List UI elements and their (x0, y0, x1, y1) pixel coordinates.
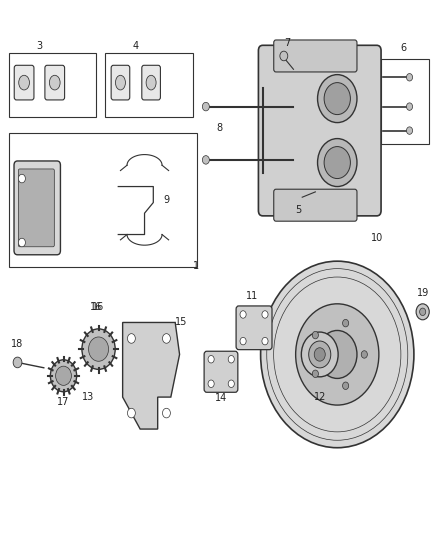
Text: 3: 3 (36, 41, 42, 51)
Circle shape (406, 103, 413, 110)
Text: 4: 4 (133, 41, 139, 51)
Circle shape (228, 356, 234, 363)
Text: 12: 12 (314, 392, 326, 402)
Circle shape (162, 408, 170, 418)
FancyBboxPatch shape (111, 66, 130, 100)
Circle shape (240, 337, 246, 345)
Circle shape (262, 337, 268, 345)
FancyBboxPatch shape (258, 45, 381, 216)
Circle shape (88, 337, 109, 361)
Ellipse shape (49, 75, 60, 90)
Circle shape (240, 311, 246, 318)
Circle shape (208, 380, 214, 387)
Text: 14: 14 (215, 393, 227, 403)
Circle shape (50, 360, 77, 392)
Circle shape (202, 102, 209, 111)
Circle shape (318, 330, 357, 378)
Circle shape (318, 139, 357, 187)
Text: 15: 15 (175, 318, 187, 327)
FancyBboxPatch shape (204, 351, 238, 392)
Circle shape (324, 147, 350, 179)
Circle shape (202, 156, 209, 164)
Circle shape (262, 311, 268, 318)
Circle shape (280, 51, 288, 61)
Circle shape (343, 319, 349, 327)
Bar (9, 53, 96, 117)
Polygon shape (123, 322, 180, 429)
Text: 6: 6 (400, 43, 406, 53)
Circle shape (318, 75, 357, 123)
Circle shape (13, 357, 22, 368)
Circle shape (312, 332, 318, 339)
Text: 8: 8 (216, 123, 222, 133)
Circle shape (406, 74, 413, 81)
Text: 19: 19 (417, 288, 429, 298)
Text: 17: 17 (57, 397, 70, 407)
Circle shape (314, 348, 325, 361)
FancyBboxPatch shape (45, 66, 64, 100)
Text: 18: 18 (11, 339, 24, 349)
Circle shape (127, 334, 135, 343)
Circle shape (127, 408, 135, 418)
Ellipse shape (146, 75, 156, 90)
Text: 1: 1 (193, 261, 199, 271)
Text: 11: 11 (246, 291, 258, 301)
Text: 5: 5 (295, 205, 301, 215)
FancyBboxPatch shape (142, 66, 160, 100)
Circle shape (406, 127, 413, 134)
Text: 7: 7 (284, 38, 290, 48)
Bar (381, 59, 429, 144)
Circle shape (301, 332, 338, 377)
FancyBboxPatch shape (14, 161, 60, 255)
Text: 9: 9 (163, 195, 170, 205)
Text: 10: 10 (371, 232, 383, 243)
Circle shape (208, 356, 214, 363)
Circle shape (18, 174, 25, 183)
Circle shape (261, 261, 414, 448)
Circle shape (18, 238, 25, 247)
Circle shape (361, 351, 367, 358)
Circle shape (162, 334, 170, 343)
Text: 13: 13 (81, 392, 94, 402)
FancyBboxPatch shape (18, 169, 54, 247)
Circle shape (309, 341, 331, 368)
Circle shape (416, 304, 429, 320)
Bar (9, 133, 197, 266)
Ellipse shape (19, 75, 29, 90)
Circle shape (228, 380, 234, 387)
Circle shape (324, 83, 350, 115)
FancyBboxPatch shape (236, 306, 272, 350)
Ellipse shape (116, 75, 125, 90)
Circle shape (296, 304, 379, 405)
FancyBboxPatch shape (14, 66, 34, 100)
Circle shape (82, 329, 115, 369)
Text: 16: 16 (90, 302, 102, 312)
Bar (105, 53, 193, 117)
FancyBboxPatch shape (274, 40, 357, 72)
Text: 16: 16 (92, 302, 105, 312)
Circle shape (420, 308, 426, 316)
Circle shape (312, 370, 318, 377)
Circle shape (343, 382, 349, 390)
Circle shape (56, 366, 71, 385)
FancyBboxPatch shape (274, 189, 357, 221)
